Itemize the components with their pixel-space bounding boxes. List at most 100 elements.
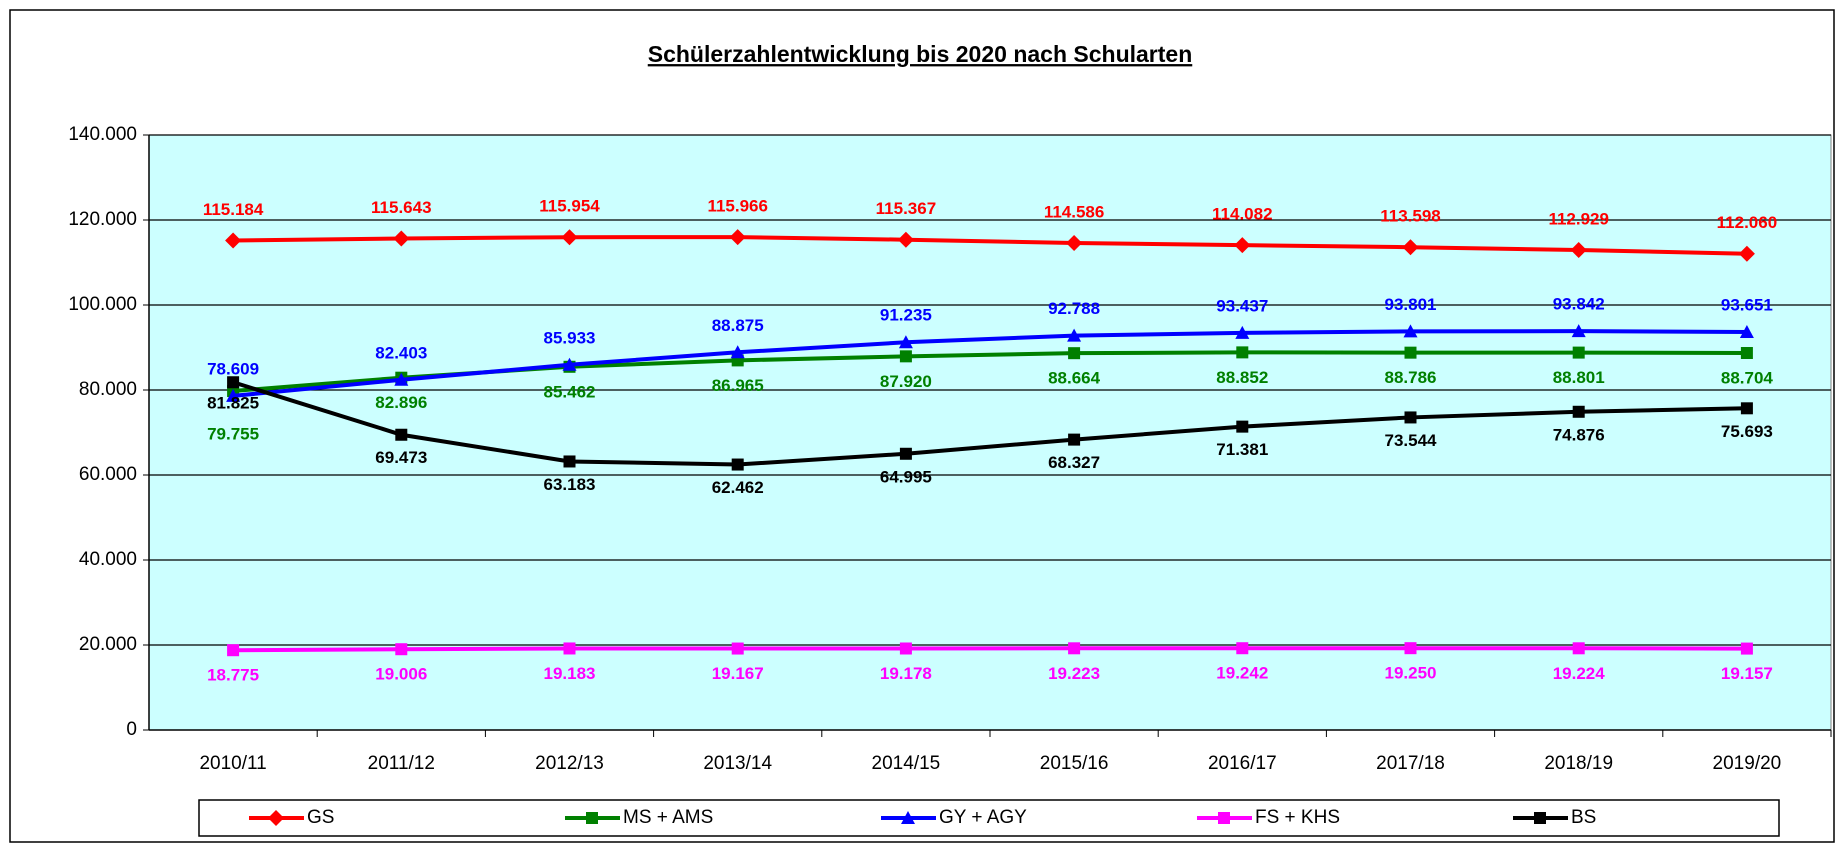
data-point (562, 357, 577, 371)
data-label: 88.852 (1216, 368, 1268, 387)
x-tick-label: 2010/11 (199, 753, 266, 774)
data-label: 69.473 (375, 448, 427, 467)
data-point (1570, 242, 1587, 259)
data-label: 63.183 (544, 475, 596, 494)
legend-marker (268, 810, 284, 826)
data-label: 115.966 (707, 197, 768, 216)
x-tick-label: 2011/12 (368, 753, 435, 774)
data-label: 68.327 (1048, 453, 1100, 472)
legend-label: BS (1571, 807, 1596, 828)
data-label: 82.403 (375, 343, 427, 362)
x-tick-label: 2018/19 (1544, 753, 1613, 774)
data-label: 79.755 (207, 425, 259, 444)
data-point (731, 458, 744, 471)
x-tick-label: 2017/18 (1376, 753, 1445, 774)
data-label: 93.437 (1216, 296, 1268, 315)
data-label: 86.965 (712, 376, 764, 395)
data-label: 92.788 (1048, 299, 1100, 318)
data-label: 88.664 (1048, 369, 1101, 388)
data-label: 91.235 (880, 306, 932, 325)
data-point (1066, 235, 1083, 252)
data-label: 75.693 (1721, 422, 1773, 441)
data-point (1236, 642, 1249, 655)
legend-marker (586, 812, 598, 824)
data-label: 85.933 (544, 328, 596, 347)
data-point (897, 231, 914, 248)
data-point (561, 229, 578, 246)
y-tick-label: 120.000 (68, 209, 137, 230)
y-tick-label: 140.000 (68, 124, 137, 145)
data-label: 88.875 (712, 316, 764, 335)
data-point (731, 642, 744, 655)
data-point (1234, 237, 1251, 254)
data-point (563, 455, 576, 468)
y-tick-label: 100.000 (68, 294, 137, 315)
data-label: 93.842 (1553, 295, 1605, 314)
series-line (233, 235, 1747, 256)
legend-marker (1534, 812, 1546, 824)
data-label: 64.995 (880, 467, 932, 486)
data-label: 115.367 (876, 199, 937, 218)
x-tick-label: 2019/20 (1713, 753, 1782, 774)
x-tick-label: 2013/14 (703, 753, 772, 774)
data-label: 115.954 (539, 197, 600, 216)
data-label: 114.586 (1044, 202, 1105, 221)
legend-marker (901, 811, 915, 824)
data-point (227, 644, 240, 657)
data-label: 88.704 (1721, 368, 1774, 387)
x-tick-label: 2014/15 (872, 753, 941, 774)
series-line (233, 646, 1747, 653)
y-tick-label: 40.000 (79, 549, 137, 570)
data-point (395, 643, 408, 656)
data-point (899, 350, 912, 363)
x-tick-label: 2012/13 (535, 753, 604, 774)
x-tick-label: 2015/16 (1040, 753, 1109, 774)
data-label: 114.082 (1212, 205, 1273, 224)
data-point (393, 230, 410, 247)
data-label: 19.183 (544, 664, 596, 683)
y-tick-label: 60.000 (79, 464, 137, 485)
data-point (1572, 642, 1585, 655)
data-point (1740, 347, 1753, 360)
chart-title: Schülerzahlentwicklung bis 2020 nach Sch… (648, 41, 1193, 67)
y-tick-label: 20.000 (79, 634, 137, 655)
x-tick-label: 2016/17 (1208, 753, 1277, 774)
data-point (1404, 346, 1417, 359)
data-point (1068, 642, 1081, 655)
data-label: 81.825 (207, 394, 259, 413)
data-point (899, 642, 912, 655)
data-label: 19.167 (712, 664, 764, 683)
data-label: 19.242 (1216, 664, 1268, 683)
data-point (1068, 347, 1081, 360)
data-label: 19.250 (1385, 664, 1437, 683)
data-label: 88.786 (1385, 368, 1437, 387)
plot-area (148, 134, 1832, 731)
data-label: 19.224 (1553, 664, 1606, 683)
data-label: 71.381 (1216, 440, 1268, 459)
data-point (394, 372, 409, 386)
data-point (395, 428, 408, 441)
data-point (1236, 346, 1249, 359)
data-point (1571, 324, 1586, 338)
data-point (1404, 411, 1417, 424)
data-label: 112.929 (1548, 210, 1609, 229)
legend-label: FS + KHS (1255, 807, 1340, 828)
legend-marker (1218, 812, 1230, 824)
data-label: 19.157 (1721, 664, 1773, 683)
data-point (730, 345, 745, 359)
legend-label: MS + AMS (623, 807, 713, 828)
data-label: 74.876 (1553, 425, 1605, 444)
data-label: 62.462 (712, 478, 764, 497)
data-point (225, 232, 242, 249)
data-point (899, 447, 912, 460)
y-tick-label: 0 (126, 719, 137, 740)
data-label: 85.462 (544, 382, 596, 401)
data-point (1738, 245, 1755, 262)
data-point (1739, 324, 1754, 338)
legend-label: GS (307, 807, 334, 828)
data-point (227, 376, 240, 389)
data-label: 18.775 (207, 666, 259, 685)
y-tick-label: 80.000 (79, 379, 137, 400)
data-label: 19.178 (880, 664, 932, 683)
